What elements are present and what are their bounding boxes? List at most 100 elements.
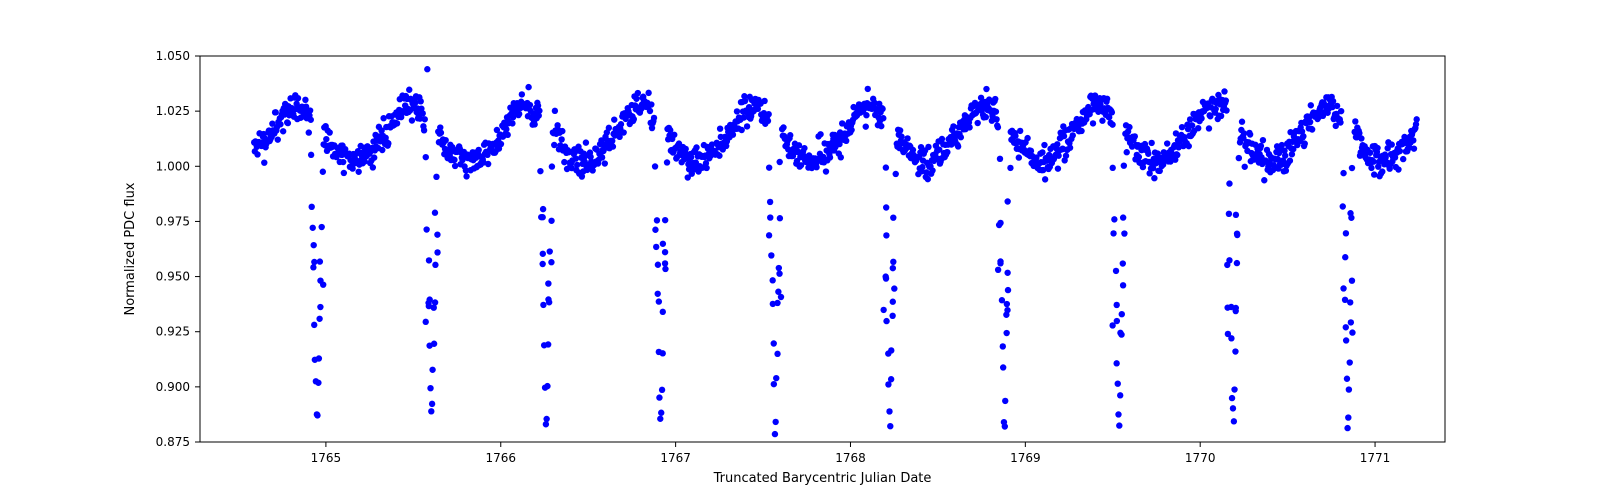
data-point (1226, 211, 1232, 217)
data-point (787, 132, 793, 138)
data-point (422, 116, 428, 122)
data-point (428, 408, 434, 414)
data-point (309, 204, 315, 210)
data-point (771, 340, 777, 346)
data-point (423, 226, 429, 232)
data-point (893, 171, 899, 177)
data-point (1186, 143, 1192, 149)
data-point (950, 123, 956, 129)
data-point (1352, 118, 1358, 124)
data-point (765, 111, 771, 117)
data-point (883, 232, 889, 238)
data-point (996, 222, 1002, 228)
data-point (1340, 203, 1346, 209)
data-point (432, 299, 438, 305)
data-point (780, 124, 786, 130)
data-point (1347, 299, 1353, 305)
data-point (315, 380, 321, 386)
data-point (995, 267, 1001, 273)
data-point (655, 291, 661, 297)
data-point (774, 351, 780, 357)
data-point (796, 142, 802, 148)
data-point (730, 131, 736, 137)
data-point (317, 258, 323, 264)
data-point (1340, 170, 1346, 176)
data-point (865, 86, 871, 92)
data-point (1124, 149, 1130, 155)
data-point (889, 313, 895, 319)
data-point (302, 97, 308, 103)
data-point (1342, 254, 1348, 260)
data-point (1234, 260, 1240, 266)
y-axis-label: Normalized PDC flux (123, 182, 138, 315)
data-point (1115, 411, 1121, 417)
data-point (1120, 214, 1126, 220)
data-point (611, 116, 617, 122)
data-point (771, 381, 777, 387)
data-point (319, 224, 325, 230)
data-point (1397, 148, 1403, 154)
data-point (993, 108, 999, 114)
data-point (772, 431, 778, 437)
data-point (420, 110, 426, 116)
data-point (657, 416, 663, 422)
y-tick-label: 1.050 (156, 49, 190, 63)
data-point (925, 144, 931, 150)
data-point (693, 144, 699, 150)
data-point (552, 108, 558, 114)
data-point (1111, 216, 1117, 222)
data-point (545, 296, 551, 302)
data-point (1099, 118, 1105, 124)
data-point (863, 112, 869, 118)
data-point (1371, 171, 1377, 177)
data-point (1349, 329, 1355, 335)
data-point (1041, 142, 1047, 148)
scatter-series (251, 66, 1420, 437)
data-point (1226, 180, 1232, 186)
data-point (559, 128, 565, 134)
plot-spines (200, 56, 1445, 442)
data-point (883, 318, 889, 324)
data-point (1223, 107, 1229, 113)
data-point (656, 298, 662, 304)
data-point (886, 408, 892, 414)
data-point (1242, 164, 1248, 170)
data-point (432, 210, 438, 216)
data-point (1282, 152, 1288, 158)
data-point (1279, 142, 1285, 148)
data-point (801, 145, 807, 151)
data-point (385, 140, 391, 146)
data-point (1345, 414, 1351, 420)
data-point (848, 127, 854, 133)
data-point (1120, 260, 1126, 266)
data-point (370, 164, 376, 170)
data-point (983, 86, 989, 92)
data-point (426, 257, 432, 263)
x-tick-label: 1771 (1360, 451, 1391, 465)
data-point (606, 125, 612, 131)
data-point (890, 299, 896, 305)
data-point (1063, 153, 1069, 159)
data-point (897, 127, 903, 133)
data-point (716, 153, 722, 159)
x-tick-label: 1769 (1010, 451, 1041, 465)
data-point (1258, 143, 1264, 149)
data-point (311, 259, 317, 265)
data-point (827, 154, 833, 160)
data-point (1126, 124, 1132, 130)
lightcurve-chart: 17651766176717681769177017710.8750.9000.… (0, 0, 1600, 500)
data-point (734, 108, 740, 114)
data-point (664, 159, 670, 165)
data-point (1221, 88, 1227, 94)
data-point (1119, 311, 1125, 317)
data-point (426, 303, 432, 309)
data-point (878, 123, 884, 129)
data-point (1231, 386, 1237, 392)
data-point (652, 227, 658, 233)
data-point (421, 127, 427, 133)
data-point (545, 341, 551, 347)
data-point (1349, 278, 1355, 284)
data-point (983, 114, 989, 120)
data-point (547, 248, 553, 254)
data-point (573, 155, 579, 161)
